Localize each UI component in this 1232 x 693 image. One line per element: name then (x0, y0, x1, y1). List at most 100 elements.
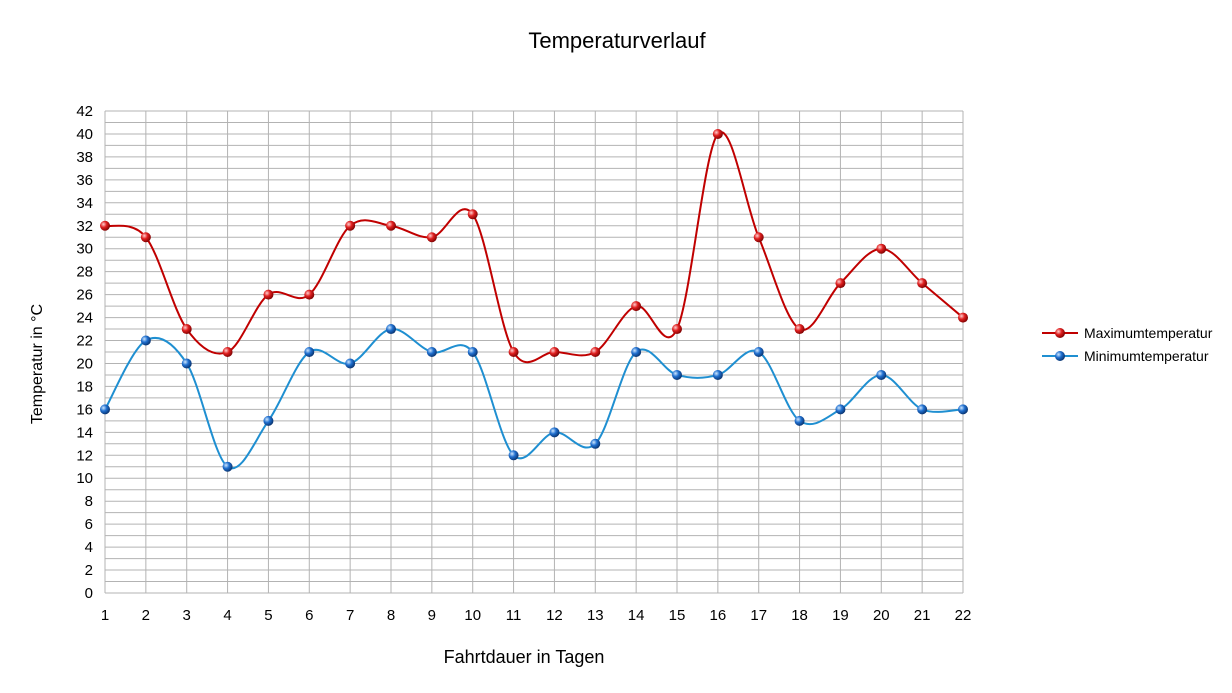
y-tick-label: 30 (76, 241, 93, 258)
data-point (631, 301, 642, 312)
x-tick-label: 10 (464, 607, 481, 624)
y-tick-label: 28 (76, 264, 93, 281)
data-point (345, 358, 356, 369)
data-point (753, 347, 764, 357)
data-point (753, 232, 764, 243)
data-point (181, 358, 192, 369)
data-point (835, 404, 846, 415)
x-tick-label: 15 (669, 607, 686, 624)
data-point (222, 461, 233, 472)
data-point (263, 415, 274, 426)
y-tick-label: 2 (85, 562, 93, 579)
y-tick-label: 24 (76, 310, 93, 327)
x-tick-label: 1 (101, 607, 109, 624)
data-point (876, 369, 887, 380)
data-point (140, 335, 151, 346)
data-point (508, 347, 519, 357)
data-point (181, 324, 192, 335)
x-tick-label: 13 (587, 607, 604, 624)
data-point (835, 278, 846, 289)
data-point (426, 232, 437, 243)
y-tick-label: 18 (76, 378, 93, 395)
x-tick-label: 6 (305, 607, 313, 624)
y-tick-label: 32 (76, 218, 93, 235)
data-point (386, 324, 396, 335)
data-point (304, 289, 315, 300)
data-point (631, 347, 642, 357)
grid (104, 110, 964, 594)
data-point (100, 404, 110, 415)
y-tick-label: 38 (76, 149, 93, 166)
chart-title: Temperaturverlauf (528, 28, 706, 53)
legend-marker (1055, 328, 1065, 338)
y-tick-label: 22 (76, 333, 93, 350)
data-point (590, 347, 601, 357)
series-maximumtemperatur (100, 128, 968, 364)
x-tick-label: 7 (346, 607, 354, 624)
data-point (549, 427, 560, 438)
data-point (140, 232, 151, 243)
data-point (386, 220, 396, 231)
y-tick-label: 8 (85, 493, 93, 510)
data-point (794, 415, 805, 426)
axes: 0246810121416182022242628303234363840421… (76, 103, 971, 624)
data-point (263, 289, 274, 300)
x-tick-label: 20 (873, 607, 890, 624)
legend-label: Minimumtemperatur (1084, 348, 1209, 364)
x-tick-label: 16 (710, 607, 727, 624)
data-point (549, 347, 560, 357)
x-tick-label: 5 (264, 607, 272, 624)
series-minimumtemperatur (100, 324, 968, 472)
data-point (794, 324, 805, 335)
data-point (590, 438, 601, 449)
y-tick-label: 42 (76, 103, 93, 120)
y-tick-label: 34 (76, 195, 93, 212)
data-point (426, 347, 437, 357)
y-tick-label: 6 (85, 516, 93, 533)
x-tick-label: 12 (546, 607, 563, 624)
data-point (672, 369, 682, 380)
x-axis-label: Fahrtdauer in Tagen (444, 647, 605, 667)
y-tick-label: 14 (76, 424, 93, 441)
data-point (508, 450, 519, 461)
data-point (100, 220, 110, 231)
y-tick-label: 40 (76, 126, 93, 143)
data-point (958, 312, 968, 323)
data-point (672, 324, 682, 335)
y-tick-label: 36 (76, 172, 93, 189)
y-tick-label: 16 (76, 401, 93, 418)
data-point (222, 347, 233, 357)
data-point (345, 220, 356, 231)
legend: Maximumtemperatur Minimumtemperatur (1042, 325, 1213, 364)
data-point (917, 404, 928, 415)
x-tick-label: 17 (750, 607, 767, 624)
data-point (958, 404, 968, 415)
x-tick-label: 9 (428, 607, 436, 624)
series-layer (100, 128, 968, 472)
y-tick-label: 12 (76, 447, 93, 464)
y-tick-label: 20 (76, 355, 93, 372)
y-tick-label: 0 (85, 585, 93, 602)
data-point (467, 347, 478, 357)
y-tick-label: 4 (85, 539, 93, 556)
data-point (712, 369, 723, 380)
data-point (467, 209, 478, 220)
data-point (304, 347, 315, 357)
y-axis-label: Temperatur in °C (29, 304, 46, 424)
x-tick-label: 14 (628, 607, 645, 624)
data-point (917, 278, 928, 289)
x-tick-label: 4 (223, 607, 231, 624)
series-line (104, 328, 964, 470)
legend-label: Maximumtemperatur (1084, 325, 1213, 341)
y-tick-label: 26 (76, 287, 93, 304)
x-tick-label: 3 (183, 607, 191, 624)
x-tick-label: 18 (791, 607, 808, 624)
x-tick-label: 21 (914, 607, 931, 624)
y-tick-label: 10 (76, 470, 93, 487)
x-tick-label: 19 (832, 607, 849, 624)
x-tick-label: 11 (506, 607, 522, 624)
series-line (104, 131, 964, 364)
x-tick-label: 22 (955, 607, 972, 624)
